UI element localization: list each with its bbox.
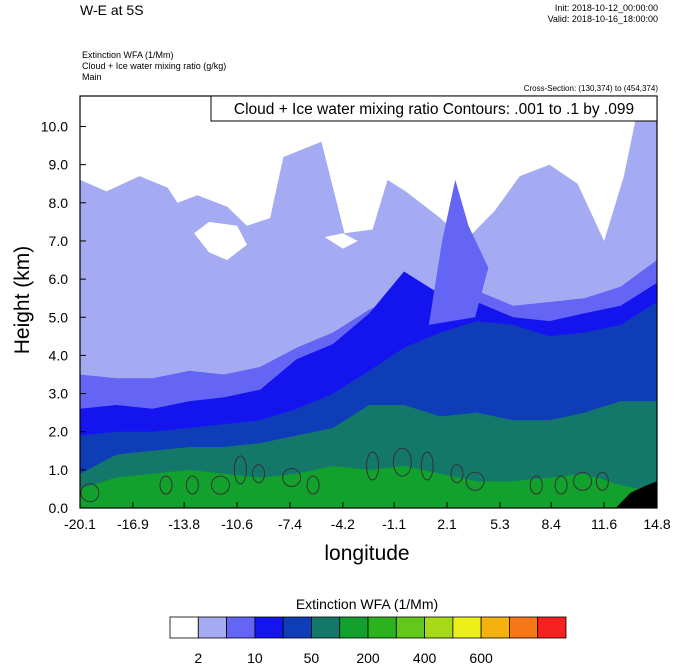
field-label-mixing-ratio: Cloud + Ice water mixing ratio (g/kg): [82, 61, 227, 71]
contour-info-box: Cloud + Ice water mixing ratio Contours:…: [210, 95, 658, 122]
x-tick-label: 5.3: [490, 516, 510, 532]
colorbar-swatch: [395, 616, 425, 639]
contour-line: [252, 464, 266, 484]
contour-line: [185, 475, 199, 495]
x-tick-label: -20.1: [64, 516, 96, 532]
colorbar-swatch: [282, 616, 312, 639]
colorbar-swatch: [537, 616, 567, 639]
colorbar-swatch: [197, 616, 228, 639]
field-label-main: Main: [82, 72, 102, 82]
colorbar-label: 400: [413, 650, 437, 666]
extinction-field: [80, 96, 657, 508]
axis-ticks: -20.1 -16.9 -13.8 -10.6 -7.4 -4.2 -1.1 2.1 5.3 8.…: [41, 119, 671, 532]
field-label-extinction: Extinction WFA (1/Mm): [82, 50, 174, 60]
y-tick-label: 4.0: [49, 347, 69, 363]
y-tick-label: 0.0: [49, 500, 69, 516]
cross-section-label: Cross-Section: (130,374) to (454,374): [523, 84, 658, 93]
contour-line: [366, 451, 380, 481]
contour-line: [450, 464, 464, 484]
y-tick-label: 5.0: [49, 309, 69, 325]
colorbar-swatch: [508, 616, 539, 639]
y-tick-label: 8.0: [49, 195, 69, 211]
contour-line: [529, 475, 543, 495]
x-tick-label: -10.6: [221, 516, 253, 532]
contour-line: [420, 451, 434, 481]
y-tick-label: 9.0: [49, 157, 69, 173]
colorbar-swatch: [339, 616, 369, 639]
y-tick-label: 6.0: [49, 271, 69, 287]
colorbar-swatch: [480, 616, 510, 639]
colorbar-title: Extinction WFA (1/Mm): [295, 596, 439, 612]
x-tick-label: 11.6: [591, 516, 617, 532]
colorbar-label: 2: [194, 650, 202, 666]
x-axis-label: longitude: [324, 542, 410, 565]
x-tick-label: -16.9: [117, 516, 149, 532]
y-tick-label: 2.0: [49, 424, 69, 440]
mixing-ratio-contours: [80, 447, 609, 503]
contour-line: [573, 471, 593, 491]
contour-line: [306, 475, 320, 495]
colorbar-swatch: [310, 616, 341, 639]
x-tick-label: -7.4: [278, 516, 302, 532]
x-tick-label: 14.8: [643, 516, 670, 532]
contour-line: [554, 475, 568, 495]
chart-title: Cloud + Ice water mixing ratio Contours:…: [234, 101, 634, 118]
y-tick-label: 1.0: [49, 462, 69, 478]
y-tick-label: 3.0: [49, 386, 69, 402]
field-region-10-50: [428, 179, 489, 325]
x-tick-label: -1.1: [382, 516, 406, 532]
init-time: Init: 2018-10-12_00:00:00: [554, 3, 658, 13]
x-tick-label: -4.2: [331, 516, 355, 532]
contour-line: [80, 483, 100, 503]
y-tick-label: 10.0: [41, 119, 68, 135]
colorbar-swatch: [254, 616, 284, 639]
colorbar-label: 600: [469, 650, 493, 666]
x-tick-label: 8.4: [541, 516, 561, 532]
colorbar-swatch: [226, 616, 256, 639]
terrain: [615, 481, 657, 508]
colorbar: 2 10 50 200 400 600: [169, 616, 567, 666]
colorbar-swatch: [452, 616, 482, 639]
contour-line: [159, 475, 173, 495]
contour-line: [465, 471, 485, 491]
contour-line: [233, 455, 247, 485]
plot-title: W-E at 5S: [80, 2, 144, 18]
colorbar-label: 200: [356, 650, 380, 666]
colorbar-swatch: [169, 616, 199, 639]
y-axis-label: Height (km): [11, 245, 34, 355]
contour-line: [282, 468, 302, 487]
colorbar-label: 50: [304, 650, 320, 666]
valid-time: Valid: 2018-10-16_18:00:00: [547, 14, 658, 24]
contour-line: [211, 475, 230, 495]
field-region-below-2: [324, 233, 358, 249]
colorbar-swatch: [424, 616, 454, 639]
field-region-below-2: [80, 96, 641, 241]
y-tick-label: 7.0: [49, 233, 69, 249]
colorbar-label: 10: [247, 650, 263, 666]
x-tick-label: -13.8: [168, 516, 200, 532]
contour-line: [392, 447, 412, 477]
colorbar-swatch: [367, 616, 397, 639]
x-tick-label: 2.1: [437, 516, 457, 532]
contour-line: [595, 471, 609, 491]
field-region-below-2: [194, 221, 247, 260]
